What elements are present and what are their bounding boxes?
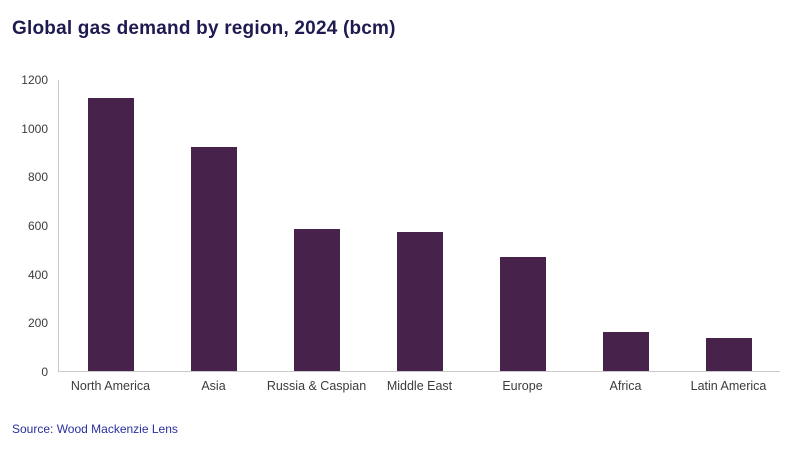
x-axis-label: Asia [201, 379, 226, 393]
bar-group: Africa [576, 80, 676, 393]
bar-chart: 0 200 400 600 800 1000 1200 North America Asia R… [0, 60, 800, 393]
y-axis-ticks: 0 200 400 600 800 1000 1200 [0, 60, 58, 392]
bar [190, 147, 237, 371]
bar [293, 229, 340, 371]
y-tick-label: 1200 [21, 73, 48, 87]
bar [499, 257, 546, 371]
plot-area: North America Asia Russia & Caspian Middle … [58, 80, 780, 393]
bar-group: North America [61, 80, 161, 393]
bar [705, 338, 752, 371]
y-tick-label: 600 [27, 219, 48, 233]
x-axis-label: Latin America [690, 379, 767, 393]
bar-group: Asia [164, 80, 264, 393]
bar-group: Russia & Caspian [267, 80, 367, 393]
y-tick-label: 1000 [21, 121, 48, 136]
y-tick-label: 400 [27, 267, 48, 282]
x-axis-label: Middle East [386, 379, 453, 393]
source-note: Source: Wood Mackenzie Lens [12, 422, 178, 436]
bar-group: Middle East [370, 80, 470, 393]
x-axis-label: Europe [502, 379, 543, 393]
y-tick-label: 200 [27, 316, 48, 331]
y-tick-label: 0 [41, 365, 48, 379]
x-axis-label: Russia & Caspian [266, 379, 367, 393]
bar [602, 332, 649, 371]
bar-group: Europe [473, 80, 573, 393]
chart-title: Global gas demand by region, 2024 (bcm) [12, 18, 396, 39]
x-axis-label: Africa [609, 379, 642, 393]
bar-group: Latin America [679, 80, 779, 393]
bars-container: North America Asia Russia & Caspian Middle … [59, 80, 780, 393]
bar [87, 98, 134, 371]
y-tick-label: 800 [27, 170, 48, 185]
x-axis-label: North America [70, 379, 151, 393]
bar [396, 232, 443, 371]
